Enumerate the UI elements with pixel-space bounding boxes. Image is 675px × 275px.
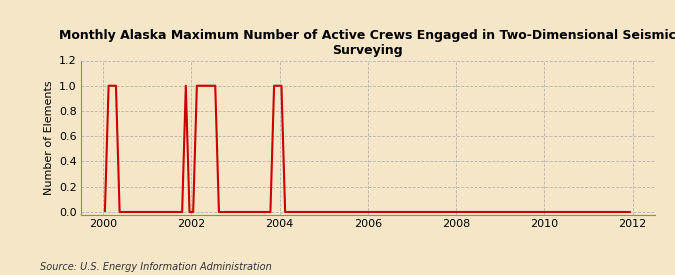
Title: Monthly Alaska Maximum Number of Active Crews Engaged in Two-Dimensional Seismic: Monthly Alaska Maximum Number of Active … <box>59 29 675 57</box>
Text: Source: U.S. Energy Information Administration: Source: U.S. Energy Information Administ… <box>40 262 272 272</box>
Y-axis label: Number of Elements: Number of Elements <box>43 80 53 195</box>
